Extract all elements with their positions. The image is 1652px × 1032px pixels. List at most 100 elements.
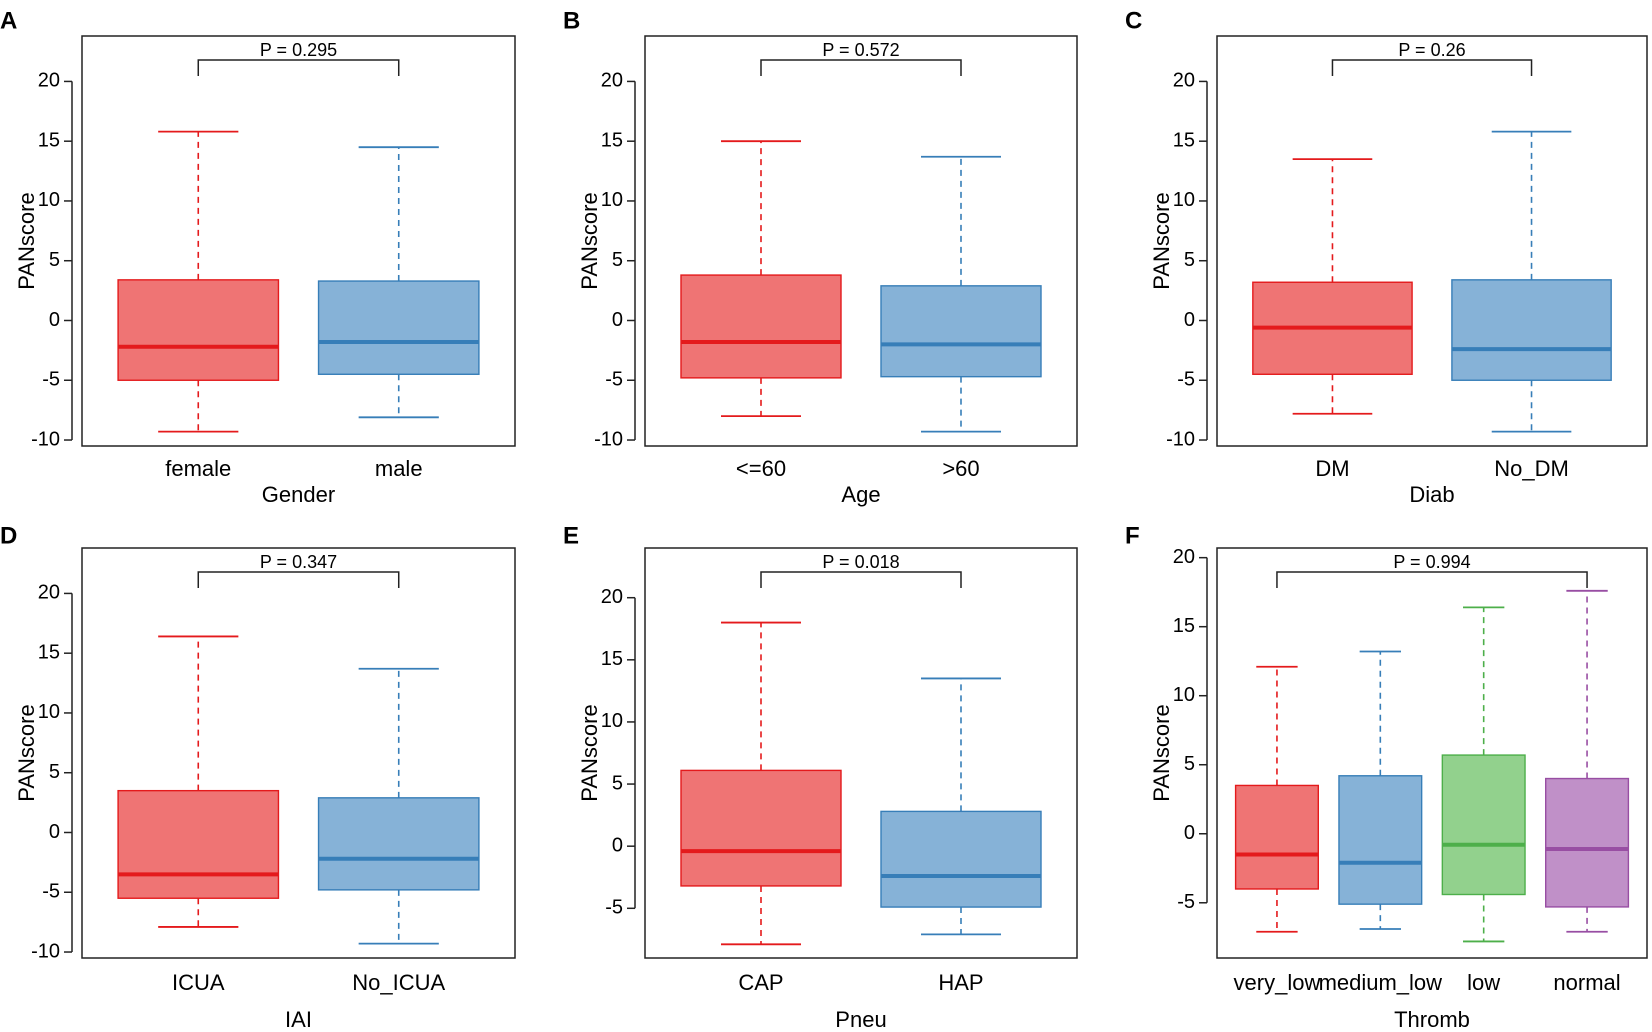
panel-d: D -10 -5 0 5 10 15 20 PANscore ICUA No_ICUA IAI P = … [0, 522, 516, 1032]
iqr-box [1545, 777, 1630, 908]
y-tick-label: 5 [612, 772, 623, 794]
box-normal [1545, 589, 1630, 933]
y-tick-label: 20 [38, 582, 60, 604]
y-tick-label: -5 [42, 369, 60, 391]
significance-bracket [760, 571, 962, 588]
y-tick-label: 0 [49, 821, 60, 843]
y-tick-label: 0 [612, 834, 623, 856]
x-category-label: ICUA [172, 970, 225, 995]
significance-bracket [760, 59, 962, 76]
y-tick-label: 10 [38, 189, 60, 211]
p-value-label: P = 0.018 [822, 552, 899, 572]
y-tick-label: -10 [594, 428, 623, 450]
y-tick-label: -5 [605, 369, 623, 391]
y-tick-label: 10 [1173, 684, 1195, 706]
y-tick-label: 15 [1173, 129, 1195, 151]
y-tick-label: -10 [31, 940, 60, 962]
plot-frame [81, 35, 516, 447]
panel-e: E -5 0 5 10 15 20 PANscore CAP HAP Pneu P = 0.018 [563, 522, 1078, 1032]
y-tick-label: 20 [601, 70, 623, 92]
y-tick-label: 5 [612, 249, 623, 271]
box-No_ICUA [317, 667, 480, 945]
y-tick-label: 5 [49, 249, 60, 271]
y-tick-label: 0 [612, 309, 623, 331]
box-very_low [1234, 665, 1319, 933]
p-value-label: P = 0.347 [260, 552, 337, 572]
x-axis-title: Age [841, 482, 880, 507]
y-tick-label: 10 [601, 710, 623, 732]
y-axis-title: PANscore [14, 704, 39, 801]
y-tick-label: 5 [49, 761, 60, 783]
x-category-label: male [375, 456, 423, 481]
y-tick-label: -5 [1177, 369, 1195, 391]
p-value-label: P = 0.994 [1393, 552, 1470, 572]
y-axis-title: PANscore [14, 192, 39, 289]
y-axis-title: PANscore [1149, 704, 1174, 801]
x-category-label: >60 [942, 456, 979, 481]
iqr-box [1338, 775, 1423, 905]
y-tick-label: 0 [1184, 309, 1195, 331]
y-tick-label: 15 [1173, 615, 1195, 637]
x-category-label: female [165, 456, 231, 481]
box-No_DM [1451, 130, 1612, 433]
iqr-box [117, 279, 280, 381]
x-category-label: <=60 [736, 456, 786, 481]
iqr-box [1234, 784, 1319, 890]
x-axis-title: Pneu [835, 1007, 886, 1032]
x-category-label: very_low [1234, 970, 1321, 995]
significance-bracket [197, 59, 400, 76]
significance-bracket [197, 571, 400, 588]
y-tick-label: -5 [42, 881, 60, 903]
box-HAP [880, 677, 1042, 936]
p-value-label: P = 0.295 [260, 40, 337, 60]
plot-frame [1216, 547, 1648, 959]
plot-frame [644, 547, 1078, 959]
box-<=60 [680, 140, 842, 418]
y-axis-title: PANscore [577, 704, 602, 801]
iqr-box [317, 280, 480, 375]
y-tick-label: 20 [601, 586, 623, 608]
x-category-label: normal [1553, 970, 1620, 995]
y-tick-label: 15 [601, 648, 623, 670]
x-axis-title: Thromb [1394, 1007, 1470, 1032]
x-axis-title: Gender [262, 482, 335, 507]
box-ICUA [117, 635, 280, 928]
panel-letter: F [1125, 522, 1140, 549]
x-category-label: DM [1315, 456, 1349, 481]
iqr-box [1441, 754, 1526, 896]
y-tick-label: -5 [605, 897, 623, 919]
y-tick-label: -5 [1177, 891, 1195, 913]
y-tick-label: -10 [31, 428, 60, 450]
box->60 [880, 155, 1042, 433]
y-tick-label: 5 [1184, 249, 1195, 271]
iqr-box [880, 285, 1042, 378]
box-female [117, 130, 280, 433]
iqr-box [117, 789, 280, 899]
panel-b: B -10 -5 0 5 10 15 20 PANscore <=60 >60 Age P = 0.57… [563, 7, 1078, 507]
y-tick-label: 20 [1173, 70, 1195, 92]
x-axis-title: Diab [1409, 482, 1454, 507]
panel-letter: E [563, 522, 579, 549]
box-DM [1252, 158, 1413, 415]
iqr-box [317, 797, 480, 891]
y-axis-title: PANscore [1149, 192, 1174, 289]
panel-a: A -10 -5 0 5 10 15 20 PANscore female male Gender P … [0, 7, 516, 507]
y-tick-label: 0 [49, 309, 60, 331]
box-CAP [680, 621, 842, 946]
panel-letter: A [0, 7, 17, 34]
x-category-label: HAP [938, 970, 983, 995]
iqr-box [680, 769, 842, 887]
panel-letter: C [1125, 7, 1142, 34]
box-low [1441, 606, 1526, 943]
y-tick-label: 10 [38, 701, 60, 723]
plot-frame [81, 547, 516, 959]
y-tick-label: 10 [1173, 189, 1195, 211]
y-tick-label: 5 [1184, 753, 1195, 775]
plot-frame [644, 35, 1078, 447]
iqr-box [880, 810, 1042, 908]
plot-frame [1216, 35, 1648, 447]
y-tick-label: 10 [601, 189, 623, 211]
y-tick-label: 15 [38, 129, 60, 151]
iqr-box [1451, 279, 1612, 381]
